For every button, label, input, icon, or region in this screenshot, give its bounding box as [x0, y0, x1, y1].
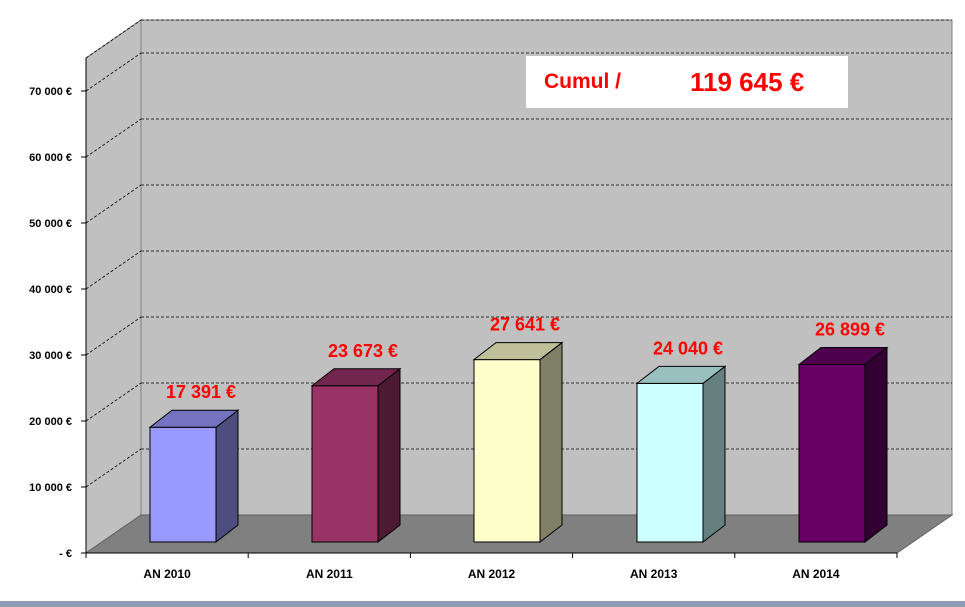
gridline [85, 118, 142, 158]
bar-top [148, 409, 240, 428]
bar [472, 341, 564, 544]
gridline [85, 316, 142, 356]
y-tick-label: 20 000 € [29, 416, 72, 428]
bar [797, 346, 889, 544]
data-label: 26 899 € [815, 319, 885, 339]
bar [635, 365, 727, 544]
bar [310, 367, 402, 544]
bar-front [311, 385, 379, 543]
y-tick-label: 30 000 € [29, 350, 72, 362]
bar-side [215, 409, 239, 544]
gridline [85, 184, 142, 224]
y-tick-label: 60 000 € [29, 152, 72, 164]
bar-top [310, 368, 402, 387]
data-label: 24 040 € [653, 338, 723, 358]
bar-front [149, 426, 217, 543]
cumul-annotation-box: Cumul / 119 645 € [526, 56, 848, 108]
y-tick-label: - € [59, 548, 72, 560]
bar [148, 409, 240, 544]
gridline [85, 448, 142, 488]
y-tick-label: 40 000 € [29, 284, 72, 296]
gridline [85, 52, 142, 92]
data-label: 17 391 € [166, 382, 236, 402]
bar-side [702, 365, 726, 544]
y-tick-label: 10 000 € [29, 482, 72, 494]
gridline [85, 19, 142, 59]
bar-side [539, 341, 563, 544]
gridline [85, 382, 142, 422]
side-wall [85, 19, 142, 554]
cumul-value: 119 645 € [690, 67, 805, 97]
x-tick-label: AN 2014 [792, 567, 840, 581]
bar-front [798, 363, 866, 543]
cumul-label: Cumul / [544, 70, 621, 93]
bar-front [473, 359, 541, 543]
gridline [85, 250, 142, 290]
y-tick-label: 70 000 € [29, 86, 72, 98]
bar-side [864, 346, 888, 544]
x-tick-label: AN 2012 [468, 567, 516, 581]
data-label: 23 673 € [328, 341, 398, 361]
y-tick-label: 50 000 € [29, 218, 72, 230]
bar-top [472, 342, 564, 361]
bottom-border [0, 601, 965, 607]
bar-top [635, 365, 727, 384]
x-tick-label: AN 2010 [143, 567, 191, 581]
x-tick-label: AN 2013 [630, 567, 678, 581]
bar-top [797, 346, 889, 365]
x-tick-label: AN 2011 [306, 567, 353, 581]
data-label: 27 641 € [490, 315, 560, 335]
bar-side [377, 367, 401, 544]
bar-front [636, 382, 704, 543]
